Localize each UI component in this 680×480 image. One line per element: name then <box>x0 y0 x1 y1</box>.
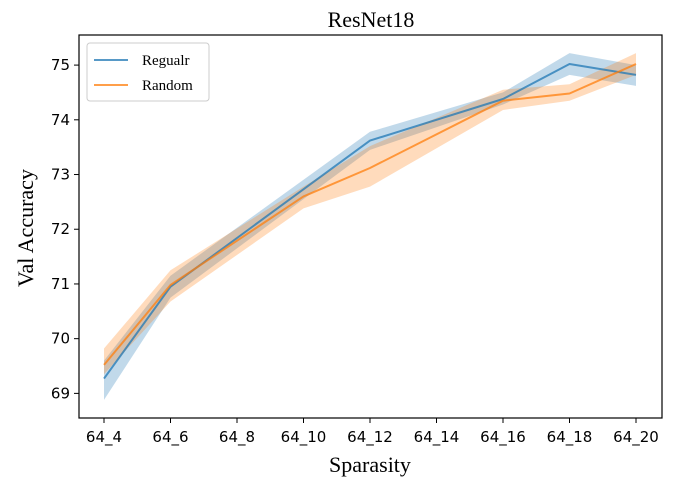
series-lines <box>103 63 637 380</box>
y-axis-ticks: 69 70 71 72 73 74 75 <box>51 56 79 402</box>
y-tick-label: 74 <box>51 111 70 129</box>
confidence-bands <box>104 53 636 400</box>
x-tick-label: 64_8 <box>219 428 255 447</box>
y-tick-label: 73 <box>51 166 70 184</box>
x-tick-label: 64_14 <box>414 428 460 447</box>
legend-label: Regualr <box>142 53 189 69</box>
x-tick-label: 64_6 <box>152 428 188 447</box>
x-tick-label: 64_4 <box>86 428 122 447</box>
y-tick-label: 75 <box>51 56 70 74</box>
x-tick-label: 64_20 <box>613 428 659 447</box>
x-tick-label: 64_18 <box>547 428 593 447</box>
y-tick-label: 72 <box>51 220 70 238</box>
y-axis-label: Val Accuracy <box>13 169 38 287</box>
line-series-2 <box>103 63 637 366</box>
band-series-1 <box>104 53 636 400</box>
x-axis-label: Sparasity <box>329 452 411 477</box>
x-tick-label: 64_12 <box>347 428 393 447</box>
legend-frame <box>86 42 210 102</box>
chart-title: ResNet18 <box>328 7 415 32</box>
legend-label: Random <box>142 78 193 94</box>
y-tick-label: 70 <box>51 330 70 348</box>
x-axis-ticks: 64_4 64_6 64_8 64_10 64_12 64_14 64_16 64_18 64_… <box>86 418 659 447</box>
line-series-1 <box>103 63 637 380</box>
y-tick-label: 69 <box>51 384 70 402</box>
x-tick-label: 64_16 <box>480 428 526 447</box>
band-series-2 <box>104 53 636 375</box>
y-tick-label: 71 <box>51 275 70 293</box>
legend: Regualr Random <box>86 42 210 102</box>
x-tick-label: 64_10 <box>281 428 327 447</box>
